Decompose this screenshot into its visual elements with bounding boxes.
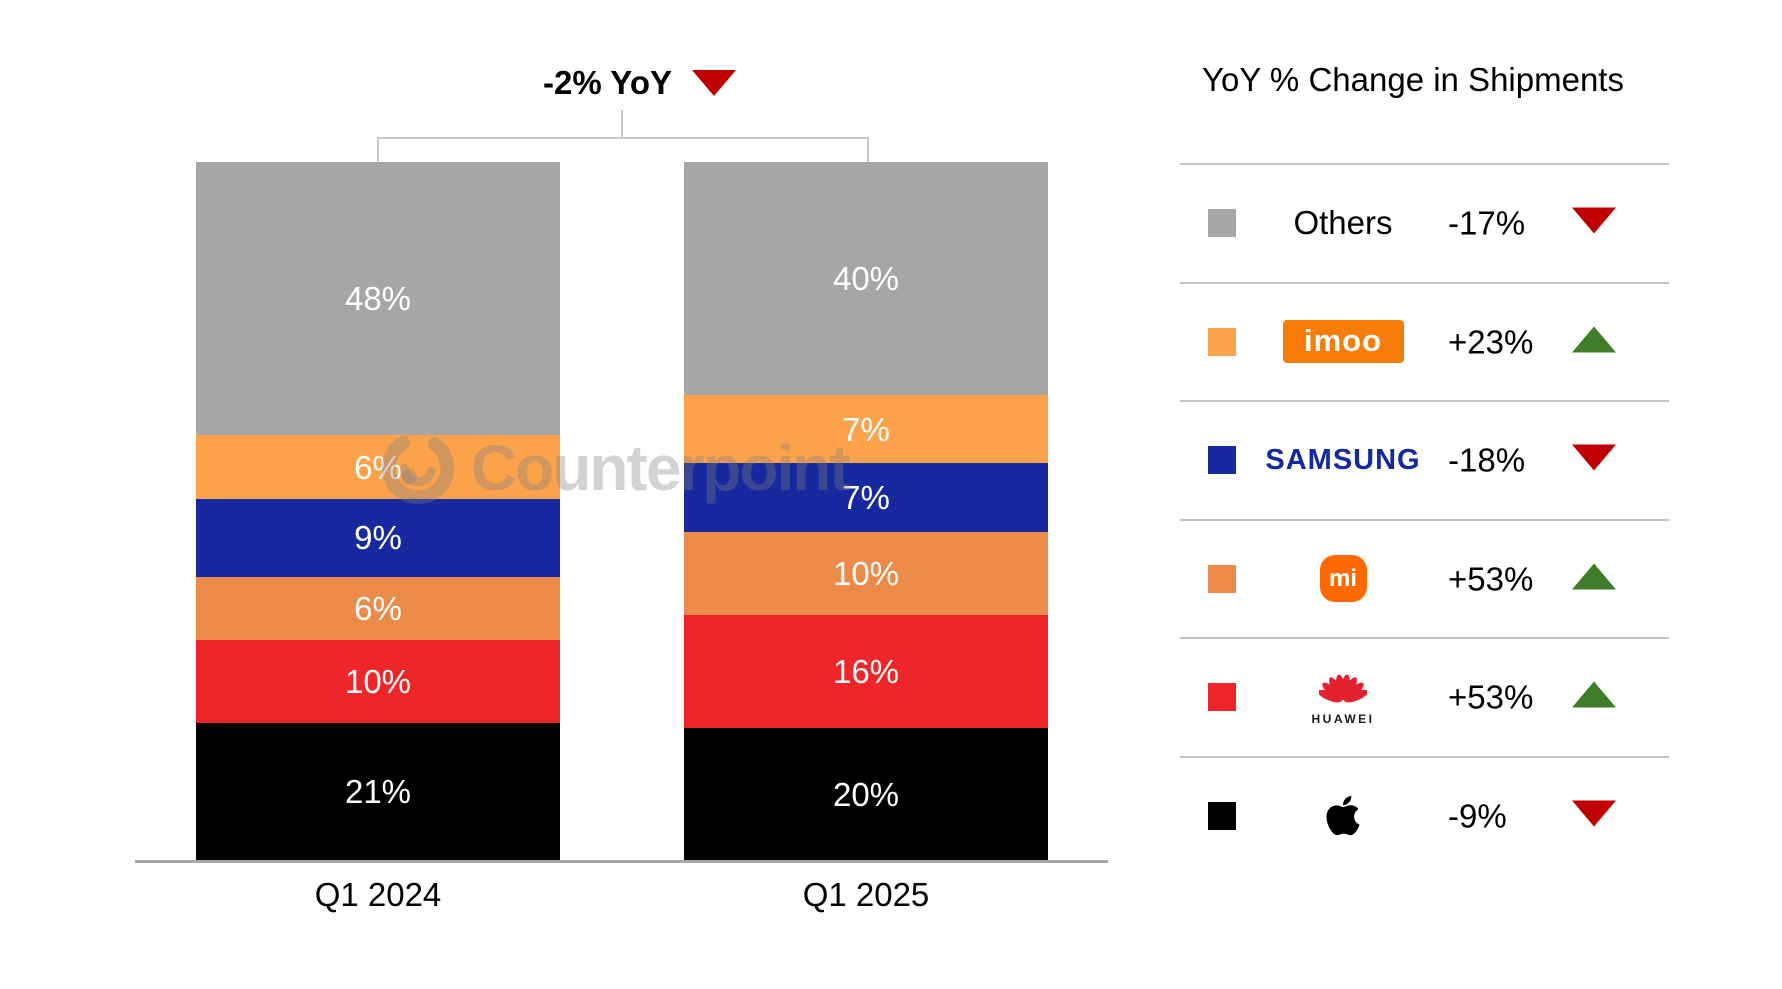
bar-segment-apple: 20% [684, 727, 1048, 861]
color-swatch [1208, 209, 1236, 238]
trend-down-icon [1572, 207, 1616, 239]
brand-logo-cell: mi [1258, 521, 1428, 638]
apple-logo-icon [1326, 796, 1360, 836]
segment-value-label: 6% [354, 589, 402, 627]
huawei-logo-icon: HUAWEI [1312, 669, 1375, 725]
bar-segment-huawei: 16% [684, 614, 1048, 728]
legend-row-huawei: HUAWEI +53% [1180, 637, 1669, 756]
stacked-bar-q1-2024: 48% 6% 9% 6% 10% 21% [196, 162, 560, 861]
legend-row-xiaomi: mi +53% [1180, 518, 1669, 638]
segment-value-label: 10% [832, 554, 900, 592]
yoy-change-value: -17% [1448, 204, 1526, 242]
yoy-change-value: -9% [1448, 797, 1507, 835]
color-swatch [1208, 327, 1236, 356]
segment-value-label: 21% [344, 773, 412, 811]
bar-segment-samsung: 7% [684, 463, 1048, 532]
yoy-change-value: -18% [1448, 441, 1526, 479]
trend-up-icon [1572, 326, 1616, 357]
yoy-change-value: +53% [1448, 678, 1534, 716]
legend-table: Others -17% imoo +23% SAMSUNG -18% mi +5… [1180, 163, 1669, 874]
brand-name-label: Others [1293, 204, 1393, 242]
chart-title-text: -2% YoY [543, 64, 672, 101]
color-swatch [1208, 683, 1236, 712]
bar-segment-imoo: 7% [684, 395, 1048, 464]
bar-segment-xiaomi: 10% [684, 531, 1048, 615]
bar-segment-huawei: 10% [196, 639, 560, 723]
legend-row-samsung: SAMSUNG -18% [1180, 400, 1669, 519]
samsung-logo: SAMSUNG [1265, 443, 1421, 476]
color-swatch [1208, 446, 1236, 475]
bracket-left-tick [377, 137, 379, 162]
brand-logo-cell: SAMSUNG [1258, 402, 1428, 519]
color-swatch [1208, 564, 1236, 593]
bar-segment-samsung: 9% [196, 498, 560, 577]
trend-down-icon [1572, 800, 1616, 831]
legend-title: YoY % Change in Shipments [1202, 61, 1624, 98]
segment-value-label: 7% [842, 410, 890, 448]
x-axis-line [135, 860, 1108, 863]
brand-logo-cell: imoo [1258, 284, 1428, 401]
category-label: Q1 2025 [802, 876, 930, 913]
segment-value-label: 40% [832, 260, 900, 298]
segment-value-label: 9% [354, 519, 402, 557]
segment-value-label: 7% [842, 479, 890, 516]
bar-segment-apple: 21% [196, 722, 560, 861]
stacked-bar-q1-2025: 40% 7% 7% 10% 16% 20% [684, 162, 1048, 861]
segment-value-label: 6% [354, 448, 402, 486]
yoy-down-triangle-icon [692, 69, 736, 96]
brand-logo-cell: Others [1258, 165, 1428, 282]
trend-up-icon [1572, 681, 1616, 713]
yoy-change-value: +23% [1448, 323, 1534, 361]
legend-row-apple: -9% [1180, 755, 1669, 875]
bar-segment-others: 48% [196, 162, 560, 436]
chart-title: -2% YoY [543, 66, 736, 99]
imoo-logo: imoo [1282, 320, 1404, 364]
bracket-horizontal-line [377, 137, 869, 139]
bar-segment-imoo: 6% [196, 435, 560, 499]
category-label: Q1 2024 [314, 876, 442, 913]
segment-value-label: 20% [832, 775, 900, 813]
segment-value-label: 16% [832, 652, 900, 690]
segment-value-label: 48% [344, 280, 412, 318]
mi-logo-icon: mi [1319, 555, 1367, 603]
yoy-change-value: +53% [1448, 560, 1534, 598]
brand-logo-cell [1258, 758, 1428, 875]
brand-logo-cell: HUAWEI [1258, 639, 1428, 756]
bar-segment-xiaomi: 6% [196, 576, 560, 640]
bracket-right-tick [867, 137, 869, 162]
legend-row-others: Others -17% [1180, 163, 1669, 282]
legend-row-imoo: imoo +23% [1180, 281, 1669, 401]
trend-down-icon [1572, 444, 1616, 476]
color-swatch [1208, 801, 1236, 830]
bar-segment-others: 40% [684, 162, 1048, 396]
segment-value-label: 10% [344, 662, 412, 700]
trend-up-icon [1572, 563, 1616, 594]
bracket-stem-line [621, 110, 623, 138]
